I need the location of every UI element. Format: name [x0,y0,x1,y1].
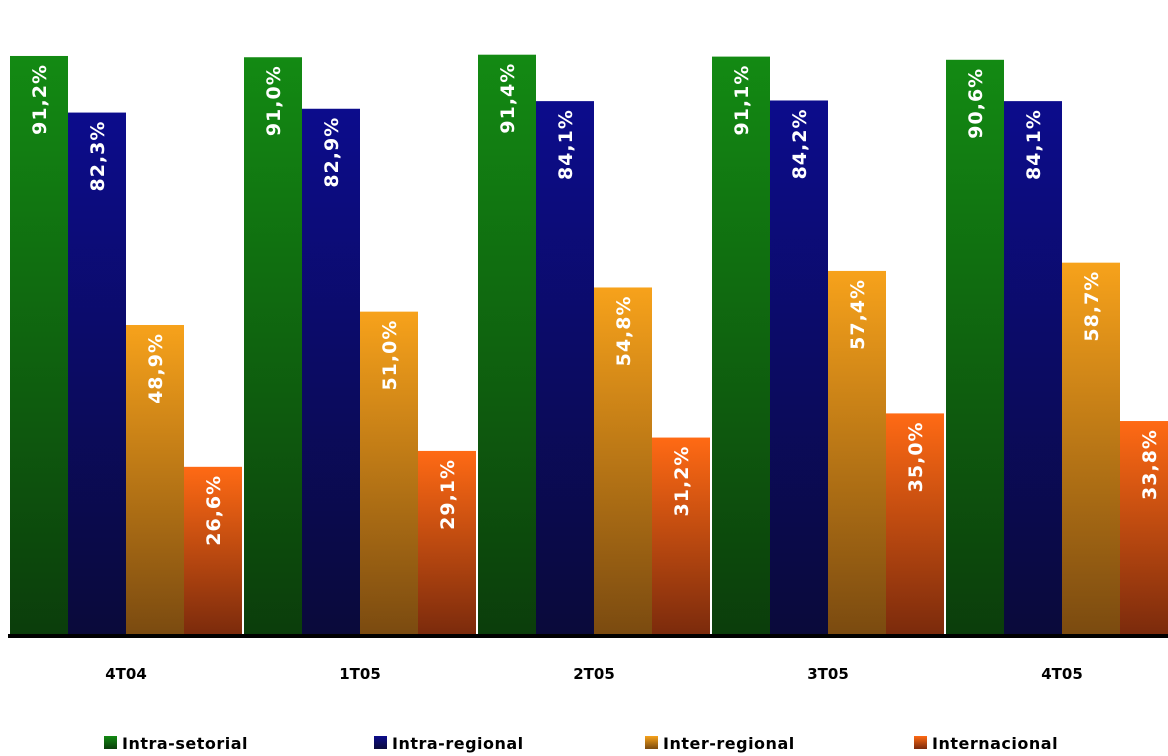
bar-intra-regional-4t04 [68,112,126,636]
bar-intra-setorial-1t05 [244,57,302,637]
data-label: 58,7% [1081,271,1103,342]
data-label: 90,6% [965,68,987,139]
bar-intra-regional-1t05 [302,108,360,637]
bar-intra-setorial-3t05 [712,56,770,636]
data-label: 33,8% [1139,429,1161,500]
data-label: 91,0% [263,65,285,136]
bar-intra-setorial-2t05 [478,54,536,637]
bar-internacional-4t05 [1120,421,1168,636]
bar-internacional-3t05 [886,413,944,636]
legend: Intra-setorial Intra-regional Inter-region… [104,734,1058,753]
bar-inter-regional-2t05 [594,287,652,636]
legend-label: Intra-setorial [122,734,248,753]
data-label: 35,0% [905,421,927,492]
legend-label: Internacional [932,734,1058,753]
data-label: 91,4% [497,63,519,134]
legend-swatch [914,736,927,749]
bar-intra-regional-3t05 [770,100,828,637]
data-label: 31,2% [671,446,693,517]
data-label: 51,0% [379,320,401,391]
x-tick-label: 3T05 [807,665,849,683]
bar-internacional-1t05 [418,450,476,636]
bar-intra-setorial-4t04 [10,55,68,636]
bar-inter-regional-4t04 [126,324,184,636]
bar-intra-regional-4t05 [1004,101,1062,636]
bar-intra-setorial-4t05 [946,59,1004,637]
bar-inter-regional-3t05 [828,270,886,636]
data-label: 57,4% [847,279,869,350]
bar-inter-regional-1t05 [360,311,418,636]
bars-group: 91,2% 82,3% 48,9% 26,6% 91,0% 82,9% 51,0% 29,1%… [10,54,1168,637]
legend-label: Inter-regional [663,734,795,753]
data-label: 54,8% [613,295,635,366]
bar-intra-regional-2t05 [536,101,594,636]
bar-inter-regional-4t05 [1062,262,1120,636]
x-tick-labels: 4T04 1T05 2T05 3T05 4T05 [105,665,1083,683]
x-tick-label: 4T05 [1041,665,1083,683]
legend-label: Intra-regional [392,734,524,753]
data-label: 84,2% [789,108,811,179]
data-label: 82,3% [87,121,109,192]
bar-internacional-4t04 [184,466,242,636]
x-tick-label: 2T05 [573,665,615,683]
data-label: 84,1% [1023,109,1045,180]
legend-swatch [645,736,658,749]
x-tick-label: 4T04 [105,665,147,683]
bar-internacional-2t05 [652,437,710,636]
data-label: 48,9% [145,333,167,404]
data-label: 82,9% [321,117,343,188]
legend-swatch [374,736,387,749]
data-label: 91,1% [731,65,753,136]
data-label: 29,1% [437,459,459,530]
data-label: 91,2% [29,64,51,135]
legend-swatch [104,736,117,749]
x-tick-label: 1T05 [339,665,381,683]
data-label: 84,1% [555,109,577,180]
data-label: 26,6% [203,475,225,546]
